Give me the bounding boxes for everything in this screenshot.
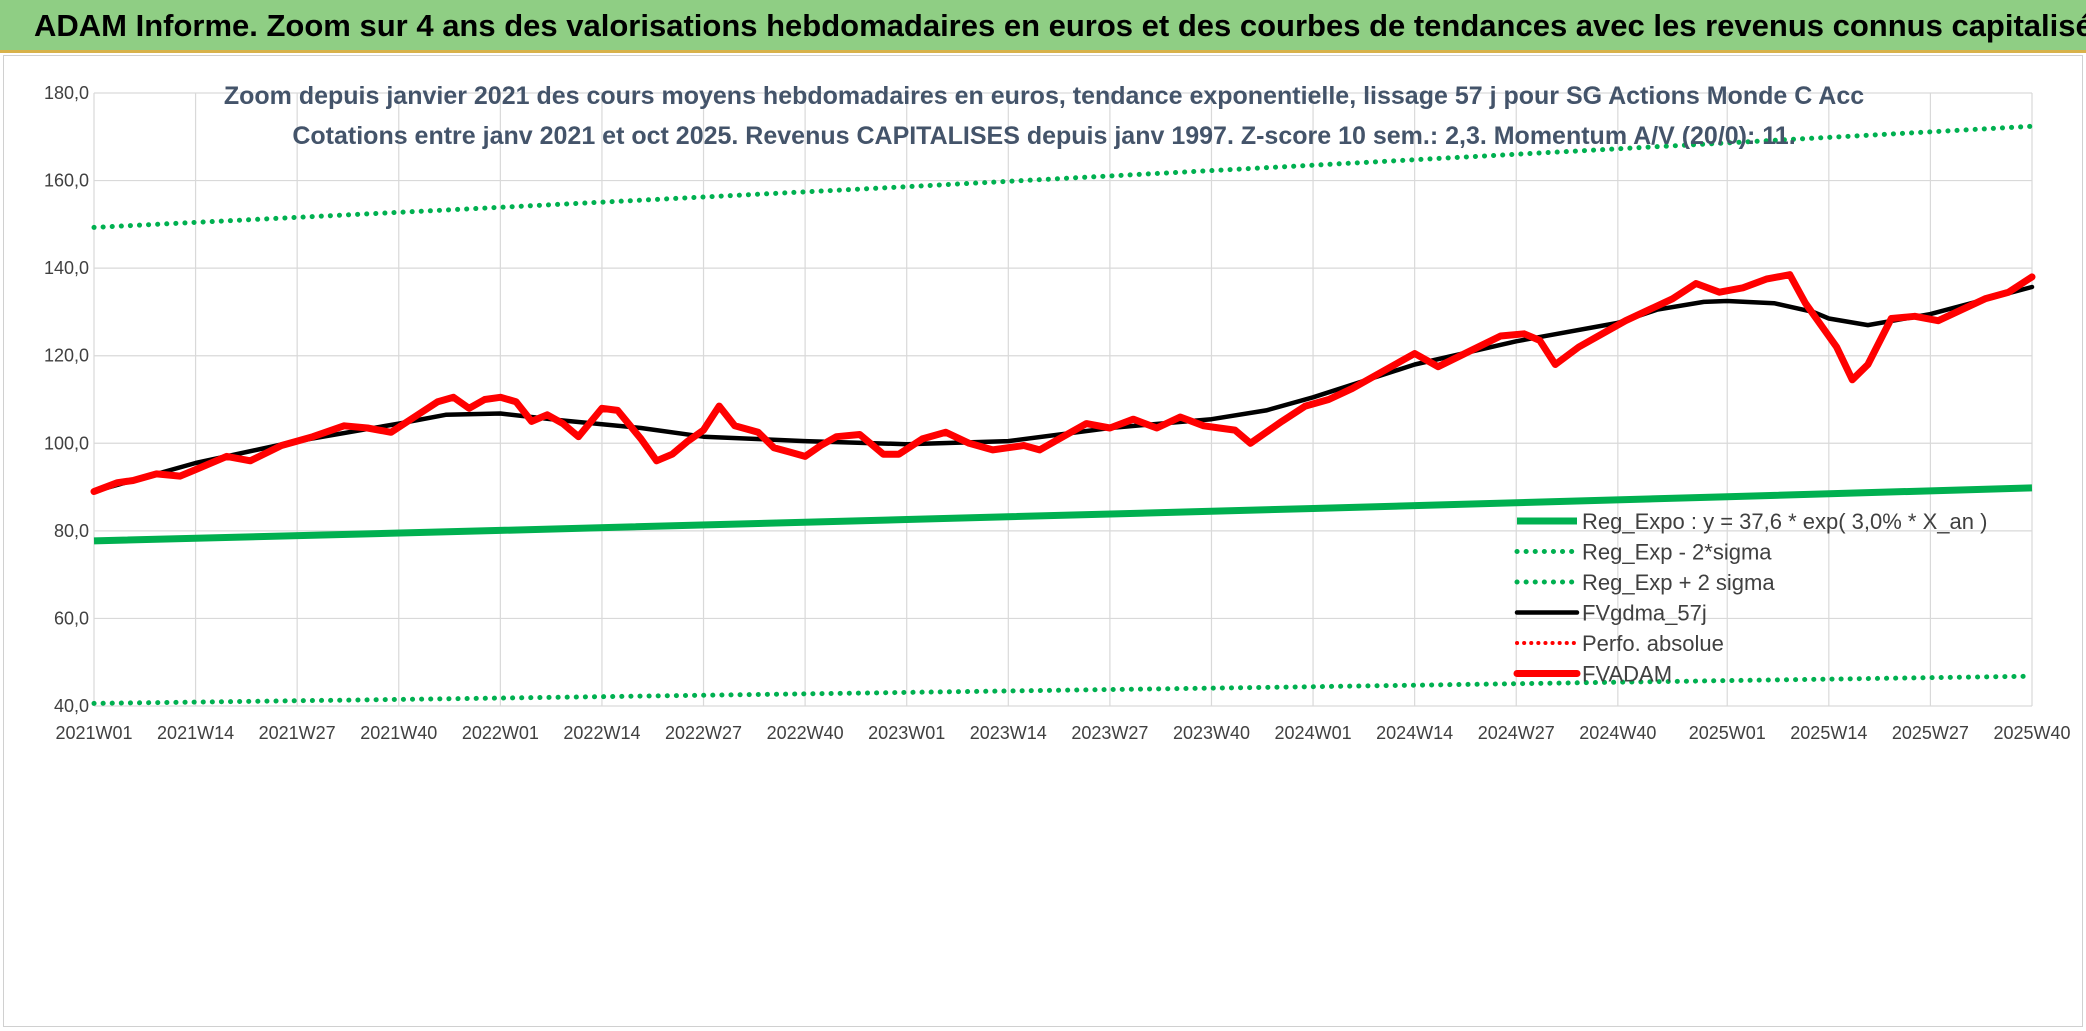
y-tick-label: 100,0 <box>44 433 89 453</box>
x-tick-label: 2022W27 <box>665 723 742 743</box>
legend: Reg_Expo : y = 37,6 * exp( 3,0% * X_an )… <box>1513 509 1987 687</box>
x-tick-label: 2024W40 <box>1579 723 1656 743</box>
x-tick-label: 2025W40 <box>1993 723 2070 743</box>
legend-label: Reg_Expo : y = 37,6 * exp( 3,0% * X_an ) <box>1582 509 1987 534</box>
y-tick-label: 160,0 <box>44 171 89 191</box>
x-tick-label: 2021W27 <box>259 723 336 743</box>
line-chart: 40,0 60,0 80,0 100,0 120,0 140,0 160,0 180,0 202… <box>44 82 2071 743</box>
x-tick-label: 2022W40 <box>767 723 844 743</box>
y-tick-label: 140,0 <box>44 258 89 278</box>
legend-label: Reg_Exp + 2 sigma <box>1582 570 1775 595</box>
x-tick-label: 2025W27 <box>1892 723 1969 743</box>
x-tick-label: 2024W14 <box>1376 723 1453 743</box>
legend-label: FVgdma_57j <box>1582 601 1707 626</box>
report-title: ADAM Informe. Zoom sur 4 ans des valoris… <box>34 8 2086 43</box>
report-banner: ADAM Informe. Zoom sur 4 ans des valoris… <box>0 0 2086 53</box>
y-tick-label: 80,0 <box>54 521 89 541</box>
x-tick-label: 2024W27 <box>1478 723 1555 743</box>
series-line-reg-exp-2-sigma <box>91 123 2035 230</box>
x-tick-label: 2022W14 <box>563 723 640 743</box>
x-tick-label: 2025W14 <box>1790 723 1867 743</box>
x-tick-label: 2024W01 <box>1275 723 1352 743</box>
gridlines <box>93 92 2033 707</box>
x-tick-label: 2021W40 <box>360 723 437 743</box>
chart-title: Zoom depuis janvier 2021 des cours moyen… <box>224 82 1864 110</box>
x-tick-label: 2023W40 <box>1173 723 1250 743</box>
x-tick-label: 2021W01 <box>55 723 132 743</box>
x-tick-label: 2021W14 <box>157 723 234 743</box>
legend-label: Reg_Exp - 2*sigma <box>1582 540 1772 565</box>
series-line-fvgdma-57j <box>91 284 2035 494</box>
chart-subtitle: Cotations entre janv 2021 et oct 2025. R… <box>292 122 1795 150</box>
x-tick-label: 2023W01 <box>868 723 945 743</box>
y-tick-label: 120,0 <box>44 346 89 366</box>
x-tick-label: 2023W27 <box>1071 723 1148 743</box>
x-tick-label: 2023W14 <box>970 723 1047 743</box>
y-tick-label: 180,0 <box>44 83 89 103</box>
x-tick-label: 2022W01 <box>462 723 539 743</box>
series-line-reg-expo-y-37-6-exp-3-0-x-an <box>93 484 2033 545</box>
axis-labels: 40,0 60,0 80,0 100,0 120,0 140,0 160,0 180,0 202… <box>44 83 2071 743</box>
y-tick-label: 40,0 <box>54 696 89 716</box>
y-tick-label: 60,0 <box>54 608 89 628</box>
legend-label: FVADAM <box>1582 662 1672 687</box>
x-tick-label: 2025W01 <box>1689 723 1766 743</box>
series-lines <box>90 123 2036 706</box>
legend-label: Perfo. absolue <box>1582 631 1724 656</box>
series-line-reg-exp-2-sigma <box>91 673 2035 706</box>
chart-frame: 40,0 60,0 80,0 100,0 120,0 140,0 160,0 180,0 202… <box>3 55 2083 1027</box>
series-line-fvadam <box>90 271 2036 495</box>
